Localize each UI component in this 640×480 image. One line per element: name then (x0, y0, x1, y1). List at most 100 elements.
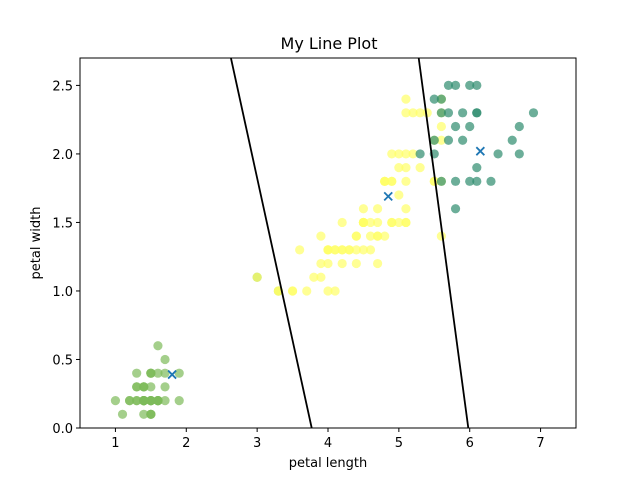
data-point-s2-1 (458, 135, 468, 145)
data-point-s2-17 (472, 176, 482, 186)
data-point-s1-33 (401, 204, 411, 214)
x-axis-label: petal length (289, 456, 368, 471)
boundary-line-0 (230, 58, 313, 428)
data-point-s2-18 (465, 176, 475, 186)
data-point-s1-13 (373, 231, 383, 241)
data-point-s1-17 (330, 286, 340, 296)
y-axis-label: petal width (29, 207, 44, 280)
data-point-s1-45 (337, 258, 347, 269)
x-tick-label: 5 (395, 436, 403, 451)
data-point-s2-16 (443, 135, 454, 145)
data-point-s1-61 (408, 149, 418, 159)
data-point-s0-22 (110, 395, 121, 406)
data-point-s1-74 (436, 135, 446, 145)
data-point-s2-14 (528, 108, 539, 118)
data-point-s2-3 (450, 121, 461, 132)
data-point-s2-28 (436, 108, 446, 118)
data-point-s1-42 (323, 258, 333, 269)
plot-area (110, 58, 539, 428)
data-point-s1-41 (365, 231, 376, 241)
x-tick-label: 3 (253, 436, 261, 451)
data-point-s0-42 (153, 395, 163, 406)
data-point-s1-48 (252, 272, 262, 282)
data-point-s0-19 (146, 382, 156, 392)
data-point-s2-22 (436, 94, 446, 104)
data-point-s1-69 (387, 176, 397, 186)
data-point-s2-7 (472, 80, 482, 91)
data-point-s1-71 (429, 176, 439, 186)
data-point-s1-32 (316, 258, 326, 269)
data-point-s1-35 (358, 204, 369, 214)
y-tick-label: 2.0 (52, 148, 73, 163)
data-point-s0-41 (139, 382, 149, 392)
data-point-s0-20 (160, 395, 170, 406)
data-point-s1-5 (358, 245, 369, 255)
data-point-s1-73 (436, 121, 446, 132)
chart-title: My Line Plot (281, 34, 378, 53)
data-point-s2-27 (443, 80, 454, 91)
data-point-s2-29 (450, 80, 461, 91)
data-point-s1-63 (401, 176, 411, 186)
data-point-s1-39 (323, 245, 333, 255)
data-point-s1-49 (330, 245, 340, 255)
data-point-s1-51 (401, 163, 411, 173)
y-tick-label: 2.5 (52, 79, 73, 94)
data-point-s1-22 (387, 217, 397, 228)
boundary-line-1 (417, 58, 470, 428)
x-tick-label: 7 (536, 436, 544, 451)
data-point-s1-31 (302, 286, 312, 296)
data-point-s2-10 (429, 94, 439, 104)
data-point-s2-13 (514, 121, 524, 132)
data-point-s1-60 (394, 163, 404, 173)
data-point-s1-47 (344, 245, 354, 255)
data-point-s2-5 (486, 176, 496, 186)
y-tick-label: 1.5 (52, 216, 73, 231)
y-tick-label: 0.0 (52, 422, 73, 437)
data-point-s2-2 (436, 176, 446, 186)
data-point-s2-19 (450, 204, 461, 214)
data-point-s2-9 (429, 135, 439, 145)
data-point-s0-40 (174, 368, 184, 378)
data-point-s1-58 (401, 108, 411, 118)
data-point-s1-27 (394, 190, 404, 200)
data-point-s0-45 (139, 395, 149, 406)
data-point-s1-37 (351, 245, 361, 255)
data-point-s0-18 (160, 382, 170, 392)
data-point-s2-21 (493, 149, 503, 159)
data-point-s1-30 (309, 272, 319, 282)
data-point-s0-16 (132, 368, 142, 378)
data-point-s2-25 (472, 108, 482, 118)
y-tick-label: 0.5 (52, 353, 73, 368)
centroid-marker-0 (167, 369, 177, 380)
data-point-s0-34 (146, 409, 156, 419)
data-point-s2-20 (472, 163, 482, 173)
data-point-s1-36 (373, 217, 383, 228)
data-point-s0-23 (160, 354, 170, 365)
data-point-s0-12 (139, 409, 149, 419)
data-point-s1-11 (337, 217, 347, 228)
x-axis: 1 2 3 4 5 6 7 (111, 428, 545, 451)
data-point-s1-68 (415, 163, 425, 173)
data-point-s1-12 (323, 286, 333, 296)
data-point-s1-19 (316, 272, 326, 282)
data-point-s1-59 (408, 108, 418, 118)
data-point-s1-52 (415, 108, 425, 118)
data-point-s1-50 (401, 94, 411, 104)
centroid-marker-1 (383, 191, 393, 202)
data-point-s0-5 (160, 368, 170, 378)
data-point-s1-57 (394, 217, 404, 228)
data-point-s1-6 (373, 204, 383, 214)
data-point-s1-9 (316, 231, 326, 241)
y-axis: 0.0 0.5 1.0 1.5 2.0 2.5 (52, 79, 80, 437)
data-point-s0-36 (132, 395, 142, 406)
x-tick-label: 4 (324, 436, 332, 451)
data-point-s0-26 (153, 368, 163, 378)
data-point-s1-53 (401, 149, 411, 159)
x-tick-label: 2 (182, 436, 190, 451)
data-point-s0-13 (117, 409, 128, 419)
x-tick-label: 1 (111, 436, 119, 451)
data-point-s1-54 (394, 149, 404, 159)
data-point-s1-78 (401, 217, 411, 228)
data-point-s1-8 (365, 245, 376, 255)
